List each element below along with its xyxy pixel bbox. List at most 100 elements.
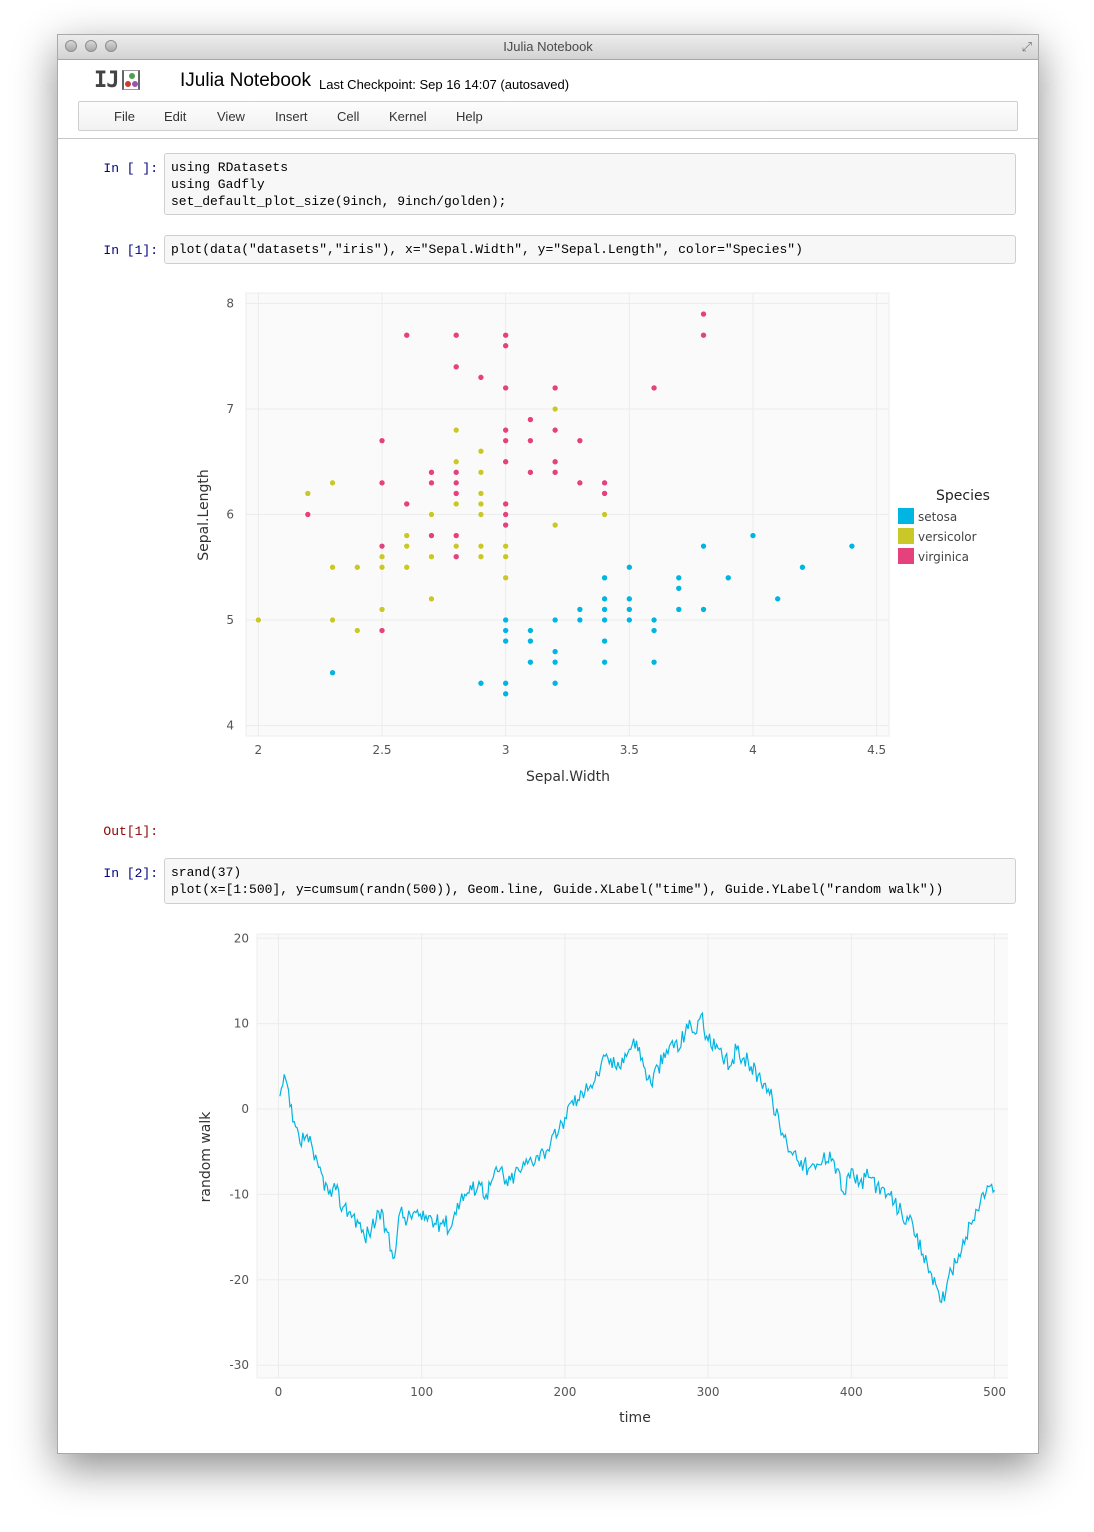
code-cell-iris-plot[interactable]: plot(data("datasets","iris"), x="Sepal.W… [164, 235, 1016, 264]
point-versicolor [452, 426, 460, 434]
point-virginica [502, 500, 509, 508]
point-virginica [527, 469, 534, 476]
point-setosa [551, 616, 559, 624]
y-tick-label: -10 [229, 1187, 249, 1201]
minimize-window-button[interactable] [85, 40, 97, 52]
legend-swatch-versicolor [898, 528, 914, 544]
point-versicolor [551, 405, 559, 413]
point-virginica [378, 542, 386, 550]
point-virginica [576, 437, 584, 444]
menu-kernel[interactable]: Kernel [389, 109, 427, 124]
x-axis-label: time [619, 1410, 651, 1426]
point-setosa [601, 595, 608, 603]
point-virginica [551, 469, 559, 476]
point-setosa [848, 542, 856, 550]
point-versicolor [428, 595, 435, 603]
point-setosa [601, 637, 608, 645]
code-cell-random-walk[interactable]: srand(37) plot(x=[1:500], y=cumsum(randn… [164, 858, 1016, 904]
point-versicolor [304, 490, 312, 497]
point-versicolor [378, 553, 386, 560]
point-setosa [700, 542, 707, 550]
iris-scatter-plot: 2 2.5 3 3.5 4 4.5 4 5 6 7 8 Sepal.Width Sepal.Len… [196, 292, 990, 785]
menu-cell[interactable]: Cell [337, 109, 360, 124]
point-setosa [551, 679, 559, 687]
point-virginica [527, 437, 534, 444]
code-line: using Gadfly [171, 177, 265, 192]
point-versicolor [477, 447, 485, 455]
x-tick-label: 200 [553, 1385, 576, 1399]
point-virginica [452, 532, 460, 539]
julia-dots-icon [122, 70, 140, 90]
point-setosa [551, 648, 559, 655]
point-setosa [700, 606, 707, 613]
point-versicolor [551, 521, 559, 529]
notebook-title[interactable]: IJulia Notebook [180, 70, 311, 91]
zoom-window-button[interactable] [105, 40, 117, 52]
code-line: srand(37) [171, 865, 242, 880]
point-versicolor [255, 616, 262, 624]
close-window-button[interactable] [65, 40, 77, 52]
fullscreen-icon[interactable]: ⤢ [1021, 39, 1032, 54]
point-virginica [477, 374, 485, 381]
point-versicolor [477, 553, 485, 560]
menu-view[interactable]: View [217, 109, 245, 124]
point-setosa [724, 574, 732, 582]
point-virginica [452, 469, 460, 476]
code-line: set_default_plot_size(9inch, 9inch/golde… [171, 194, 506, 209]
y-tick-label: -20 [229, 1273, 249, 1287]
x-tick-label: 2 [255, 743, 263, 757]
point-virginica [428, 532, 435, 539]
ijulia-logo: IJ [94, 68, 119, 93]
point-setosa [502, 690, 509, 698]
y-tick-label: 20 [234, 931, 249, 945]
point-virginica [378, 627, 386, 634]
legend-swatch-setosa [898, 508, 914, 524]
menu-insert[interactable]: Insert [275, 109, 308, 124]
point-setosa [502, 679, 509, 687]
point-virginica [551, 384, 559, 392]
point-virginica [551, 426, 559, 434]
point-virginica [452, 363, 460, 371]
code-line: plot(data("datasets","iris"), x="Sepal.W… [171, 242, 803, 257]
y-tick-labels: -30 -20 -10 0 10 20 [229, 931, 249, 1372]
point-setosa [626, 563, 633, 571]
point-versicolor [502, 542, 509, 550]
x-tick-label: 500 [983, 1385, 1006, 1399]
point-virginica [304, 511, 312, 518]
point-setosa [626, 606, 633, 613]
title-bar: IJulia Notebook ⤢ [58, 35, 1038, 60]
notebook-header: IJ IJulia Notebook Last Checkpoint: Sep … [58, 60, 1038, 100]
point-virginica [700, 310, 707, 318]
y-tick-label: 6 [226, 508, 234, 522]
code-cell-setup[interactable]: using RDatasets using Gadfly set_default… [164, 153, 1016, 215]
point-versicolor [477, 500, 485, 508]
point-versicolor [329, 563, 336, 571]
point-setosa [576, 616, 584, 624]
y-tick-label: 7 [226, 402, 234, 416]
legend-label-setosa: setosa [918, 510, 957, 524]
point-virginica [502, 342, 509, 350]
point-virginica [452, 553, 460, 560]
point-virginica [576, 479, 584, 487]
x-tick-label: 400 [840, 1385, 863, 1399]
menu-file[interactable]: File [114, 109, 135, 124]
menu-help[interactable]: Help [456, 109, 483, 124]
point-virginica [403, 500, 411, 508]
legend-label-virginica: virginica [918, 550, 969, 564]
point-versicolor [601, 511, 608, 518]
point-setosa [576, 606, 584, 613]
point-versicolor [502, 574, 509, 582]
point-versicolor [403, 532, 411, 539]
y-tick-label: 10 [234, 1017, 249, 1031]
point-virginica [452, 331, 460, 339]
x-tick-label: 3.5 [620, 743, 639, 757]
point-setosa [626, 616, 633, 624]
point-setosa [799, 563, 806, 571]
menu-edit[interactable]: Edit [164, 109, 187, 124]
point-setosa [502, 637, 509, 645]
x-tick-label: 4.5 [867, 743, 886, 757]
point-versicolor [477, 511, 485, 518]
point-setosa [626, 595, 633, 603]
point-virginica [428, 469, 435, 476]
point-setosa [601, 574, 608, 582]
